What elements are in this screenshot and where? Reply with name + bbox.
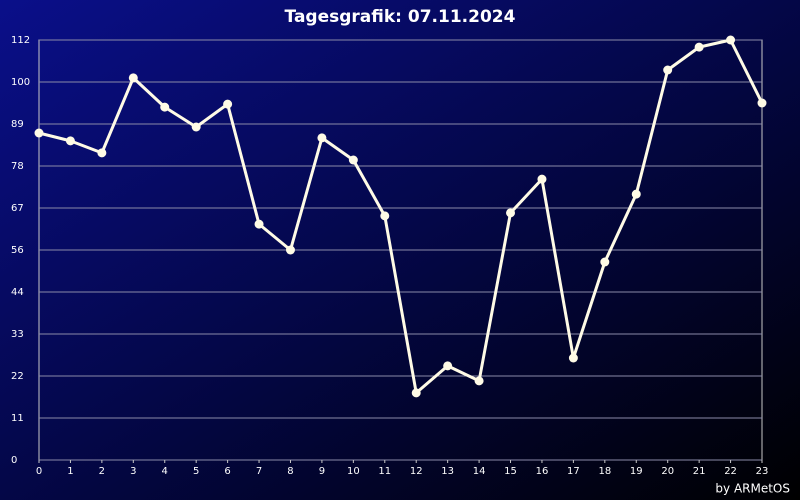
chart-title: Tagesgrafik: 07.11.2024 bbox=[285, 7, 516, 27]
x-tick-label: 13 bbox=[441, 466, 454, 477]
x-tick-label: 11 bbox=[378, 466, 391, 477]
point bbox=[474, 376, 484, 386]
point bbox=[568, 353, 578, 363]
point bbox=[191, 122, 201, 132]
point bbox=[663, 65, 673, 75]
y-tick-label: 100 bbox=[11, 77, 30, 88]
y-tick-label: 0 bbox=[11, 455, 17, 466]
point bbox=[757, 98, 767, 108]
x-tick-label: 2 bbox=[99, 466, 105, 477]
point bbox=[285, 245, 295, 255]
point bbox=[443, 361, 453, 371]
x-tick-label: 23 bbox=[756, 466, 769, 477]
x-tick-label: 9 bbox=[319, 466, 325, 477]
point bbox=[160, 102, 170, 112]
point bbox=[34, 128, 44, 138]
point bbox=[694, 42, 704, 52]
x-tick-label: 21 bbox=[693, 466, 706, 477]
line bbox=[38, 38, 764, 395]
y-tick-label: 33 bbox=[11, 329, 24, 340]
point bbox=[223, 99, 233, 109]
point bbox=[97, 148, 107, 158]
x-tick-label: 12 bbox=[410, 466, 423, 477]
x-tick-label: 22 bbox=[724, 466, 737, 477]
point bbox=[348, 155, 358, 165]
point bbox=[65, 136, 75, 146]
x-tick-label: 17 bbox=[567, 466, 580, 477]
x-tick-label: 5 bbox=[193, 466, 199, 477]
x-tick-label: 6 bbox=[224, 466, 230, 477]
y-tick-label: 56 bbox=[11, 245, 24, 256]
point bbox=[537, 174, 547, 184]
credit: by ARMetOS bbox=[715, 482, 790, 496]
x-tick-label: 19 bbox=[630, 466, 643, 477]
x-tick-label: 16 bbox=[536, 466, 549, 477]
x-tick-label: 14 bbox=[473, 466, 486, 477]
point bbox=[600, 257, 610, 267]
x-tick-label: 10 bbox=[347, 466, 360, 477]
x-tick-label: 15 bbox=[504, 466, 517, 477]
point bbox=[411, 388, 421, 398]
y-tick-label: 78 bbox=[11, 161, 24, 172]
point bbox=[317, 133, 327, 143]
x-tick-label: 3 bbox=[130, 466, 136, 477]
y-tick-label: 67 bbox=[11, 203, 24, 214]
point bbox=[128, 73, 138, 83]
x-tick-label: 1 bbox=[67, 466, 73, 477]
y-tick-label: 112 bbox=[11, 35, 30, 46]
point bbox=[380, 211, 390, 221]
y-tick-label: 11 bbox=[11, 413, 24, 424]
x-tick-label: 8 bbox=[287, 466, 293, 477]
point bbox=[631, 189, 641, 199]
x-tick-label: 20 bbox=[661, 466, 674, 477]
y-tick-label: 89 bbox=[11, 119, 24, 130]
x-tick-label: 7 bbox=[256, 466, 262, 477]
point bbox=[506, 208, 516, 218]
y-tick-label: 44 bbox=[11, 287, 24, 298]
y-tick-label: 22 bbox=[11, 371, 24, 382]
x-tick-label: 0 bbox=[36, 466, 42, 477]
x-tick-label: 4 bbox=[162, 466, 168, 477]
x-tick-label: 18 bbox=[598, 466, 611, 477]
point bbox=[726, 35, 736, 45]
point bbox=[254, 219, 264, 229]
